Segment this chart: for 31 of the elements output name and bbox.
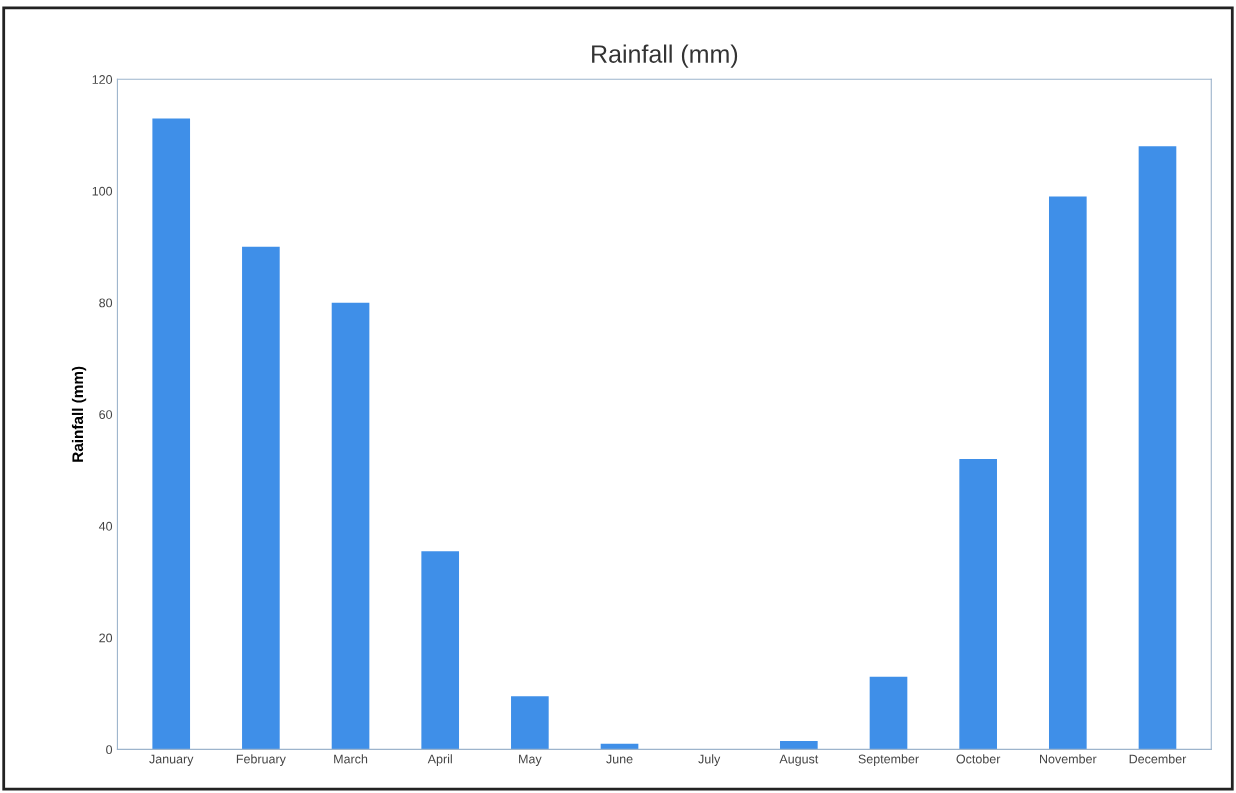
bar [1048, 196, 1087, 750]
bar [331, 302, 370, 750]
y-axis-title: Rainfall (mm) [71, 366, 87, 462]
bar [242, 246, 280, 750]
x-tick-label: November [1040, 754, 1097, 764]
bar [869, 676, 908, 750]
bar [511, 696, 549, 750]
x-tick-label: October [956, 754, 1001, 764]
x-tick-label: February [236, 754, 286, 766]
y-tick-label: 20 [99, 633, 113, 643]
x-tick-label: May [519, 754, 542, 766]
y-tick-label: 40 [98, 521, 113, 531]
x-tick-label: December [1129, 754, 1187, 764]
y-tick-label: 120 [92, 75, 113, 84]
y-tick-label: 0 [106, 745, 113, 755]
bar [780, 741, 818, 750]
bar [959, 459, 997, 750]
y-tick-label: 60 [99, 410, 113, 419]
x-tick-label: August [779, 754, 819, 766]
bar [421, 551, 460, 750]
bar [1138, 146, 1177, 750]
x-tick-label: July [698, 754, 721, 766]
y-tick-label: 80 [99, 298, 113, 308]
x-tick-label: April [427, 754, 452, 766]
x-tick-label: September [858, 754, 919, 766]
x-tick-label: March [334, 754, 368, 764]
x-tick-label: June [606, 754, 633, 764]
chart-title: Rainfall (mm) [592, 44, 738, 68]
y-tick-label: 100 [92, 186, 113, 196]
x-tick-label: January [149, 754, 194, 766]
bar [152, 118, 191, 750]
